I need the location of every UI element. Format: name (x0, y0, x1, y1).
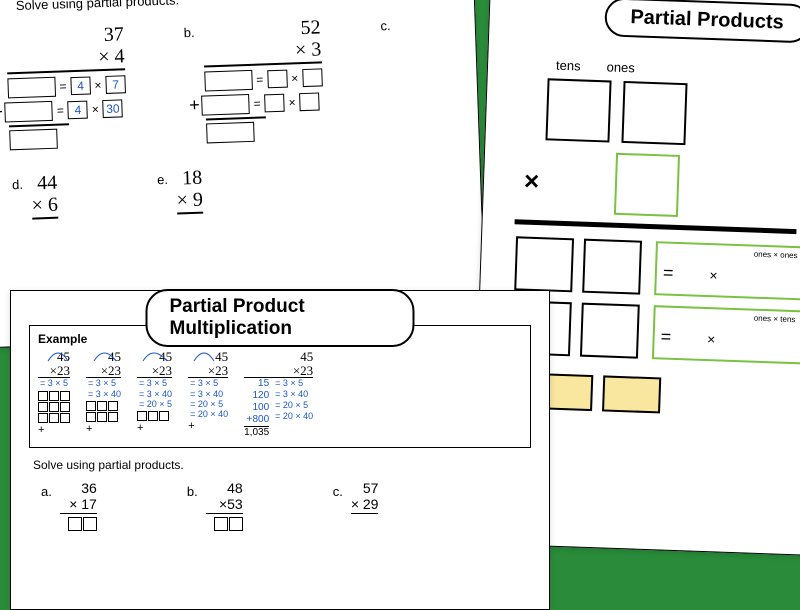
problem-d: d. 44 × 6 (12, 172, 59, 221)
plus-icon: + (189, 95, 200, 116)
answer-boxes (68, 517, 97, 531)
place-value-labels: tens ones (556, 58, 800, 82)
multiplicand-row (545, 78, 800, 149)
worksheet-bottom: Partial Product Multiplication Example 4… (10, 290, 550, 610)
example-step-final: 45 ×23 15 120 100 +800 1,035 = 3 × 5 = 3… (244, 350, 313, 439)
equals-line (515, 219, 797, 234)
sum-row (534, 373, 800, 418)
answer-boxes (214, 517, 243, 531)
problem-row-1: a. 37 × 4 = 4 × 7 + (0, 12, 449, 154)
example-total: 1,035 (244, 427, 269, 439)
problem-letter: b. (187, 484, 198, 499)
example-step: 45 ×23 = 3 × 5 = 3 × 40 = 20 × 5 + (137, 350, 172, 434)
answer-boxes: + (137, 411, 172, 434)
grid-box (514, 236, 574, 292)
factor-box: 4 (68, 100, 89, 119)
factor-box (302, 68, 323, 87)
result-box (201, 93, 250, 115)
result-box (7, 77, 56, 99)
multiplier-row: × (523, 150, 800, 222)
sum-line (206, 116, 266, 120)
multiplication: 48 ×53 (206, 480, 243, 514)
plus-icon: + (0, 102, 3, 123)
factor-box (299, 92, 320, 111)
problem-a: a. 36 × 17 (41, 480, 97, 531)
problem-c: c. 57 × 29 (333, 480, 379, 531)
total-box (9, 129, 58, 151)
problem-letter: a. (41, 484, 52, 499)
factor-box (267, 70, 288, 89)
factor-box: 7 (105, 75, 126, 94)
factor-box: 4 (70, 76, 91, 95)
problem-letter: e. (157, 172, 168, 187)
problem-letter: b. (183, 25, 194, 40)
equals-icon: = (660, 326, 671, 347)
problem-letter: c. (380, 18, 391, 33)
problem-row-2: d. 44 × 6 e. 18 × 9 (12, 158, 451, 220)
example-step: 45 ×23 = 3 × 5 + (38, 350, 70, 436)
ones-box (621, 81, 687, 145)
partial-product-boxes: = × + = × (204, 67, 325, 146)
example-steps: 45 ×23 = 3 × 5 + 45 ×23 = 3 × 5 = 3 × 40 (38, 350, 522, 439)
partial-product-boxes: = 4 × 7 + = 4 × 30 (7, 74, 128, 153)
multiplication: 37 × 4 (5, 23, 125, 74)
total-box (206, 122, 255, 144)
result-box (5, 100, 54, 122)
answer-boxes: + (86, 401, 121, 435)
equation-box: ones × tens = × (652, 305, 800, 364)
problem-e: e. 18 × 9 (157, 167, 204, 216)
grid-box (580, 303, 640, 359)
problem-b: b. 52 × 3 = × + (183, 16, 324, 147)
instruction: Solve using partial products. (33, 458, 549, 472)
equation-box: ones × ones = × (654, 241, 800, 300)
equation-column: ones × ones = × ones × tens = × (652, 241, 800, 364)
problem-a: a. 37 × 4 = 4 × 7 + (0, 23, 128, 154)
sheet-title: Partial Product Multiplication (146, 289, 415, 347)
problem-letter: c. (333, 484, 343, 499)
label-tens: tens (556, 58, 581, 74)
sum-line (9, 123, 69, 127)
sum-box (602, 375, 661, 413)
factor-box (264, 93, 285, 112)
problem-row: a. 36 × 17 b. 48 ×53 c. (41, 480, 549, 531)
problem-c: c. (380, 14, 395, 140)
example-step: 45 ×23 = 3 × 5 = 3 × 40 + (86, 350, 121, 435)
times-icon: × (524, 165, 540, 197)
factor-box: 30 (103, 99, 124, 118)
multiplication: 44 × 6 (31, 172, 59, 220)
equals-icon: = (663, 262, 674, 283)
eq-header: ones × tens (754, 314, 796, 324)
multiplier-box (614, 153, 680, 217)
problem-b: b. 48 ×53 (187, 480, 243, 531)
instruction: Solve using partial products. (16, 0, 444, 13)
result-box (204, 70, 253, 92)
example-step: 45 ×23 = 3 × 5 = 3 × 40 = 20 × 5 = 20 × … (188, 350, 228, 432)
answer-boxes: + (38, 391, 70, 436)
multiplication: 57 × 29 (351, 480, 379, 514)
grid-box (582, 239, 642, 295)
eq-header: ones × ones (754, 250, 798, 261)
problem-letter: d. (12, 177, 23, 192)
sheet-title: Partial Products (604, 0, 800, 43)
multiplication: 52 × 3 (202, 16, 322, 67)
multiplication: 36 × 17 (60, 480, 97, 514)
times-icon: × (709, 267, 718, 283)
label-ones: ones (606, 59, 635, 75)
multiplication: 18 × 9 (176, 167, 204, 215)
times-icon: × (707, 331, 716, 347)
tens-box (545, 78, 611, 142)
result-area: ones × ones = × ones × tens = × (512, 236, 800, 364)
